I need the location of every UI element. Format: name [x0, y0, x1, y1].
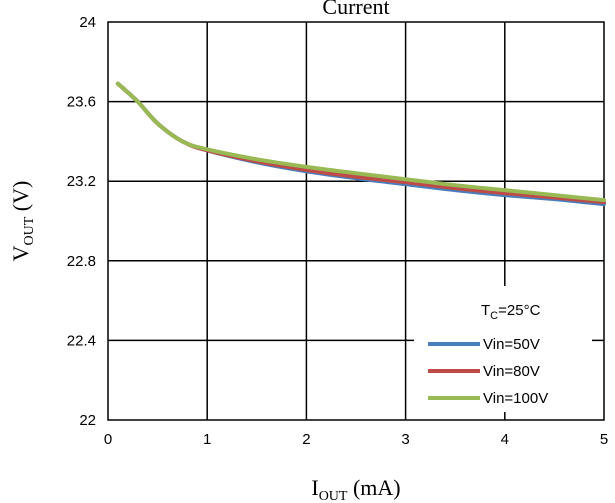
x-ticks: 0 1 2 3 4 5	[104, 431, 608, 448]
x-tick-label: 4	[501, 431, 509, 448]
x-tick-label: 3	[401, 431, 409, 448]
y-tick-label: 22.8	[67, 253, 96, 270]
legend-title-sub: C	[490, 310, 498, 322]
legend-box	[414, 286, 592, 412]
legend-label-3: Vin=100V	[483, 390, 548, 407]
x-axis-title-sub: OUT	[319, 489, 348, 503]
legend-title-rest: =25°C	[498, 302, 540, 319]
x-tick-label: 2	[302, 431, 310, 448]
legend: TC=25°C Vin=50V Vin=80V Vin=100V	[414, 286, 592, 412]
legend-label-1: Vin=50V	[483, 336, 540, 353]
legend-items: Vin=50V Vin=80V Vin=100V	[428, 336, 548, 407]
legend-label-2: Vin=80V	[483, 363, 540, 380]
y-tick-label: 24	[79, 14, 96, 31]
y-axis-title: VOUT (V)	[8, 181, 37, 262]
y-axis-title-rest: (V)	[8, 181, 33, 217]
y-tick-label: 22.4	[67, 332, 96, 349]
y-tick-label: 23.2	[67, 173, 96, 190]
x-axis-title-rest: (mA)	[347, 475, 400, 500]
x-axis-title: IOUT (mA)	[311, 475, 400, 503]
y-tick-label: 22	[79, 412, 96, 429]
chart-title: Current	[322, 0, 389, 19]
x-tick-label: 0	[104, 431, 112, 448]
series-line-3	[115, 81, 606, 203]
x-tick-label: 5	[600, 431, 608, 448]
x-axis-title-main: I	[311, 475, 318, 500]
series-group	[115, 81, 606, 207]
legend-title-main: T	[481, 302, 490, 319]
x-tick-label: 1	[203, 431, 211, 448]
y-tick-label: 23.6	[67, 94, 96, 111]
y-ticks: 22 22.4 22.8 23.2 23.6 24	[67, 14, 96, 429]
y-axis-title-main: V	[8, 245, 33, 261]
grid	[108, 22, 604, 420]
y-axis-title-sub: OUT	[22, 216, 37, 245]
legend-title: TC=25°C	[481, 302, 541, 322]
